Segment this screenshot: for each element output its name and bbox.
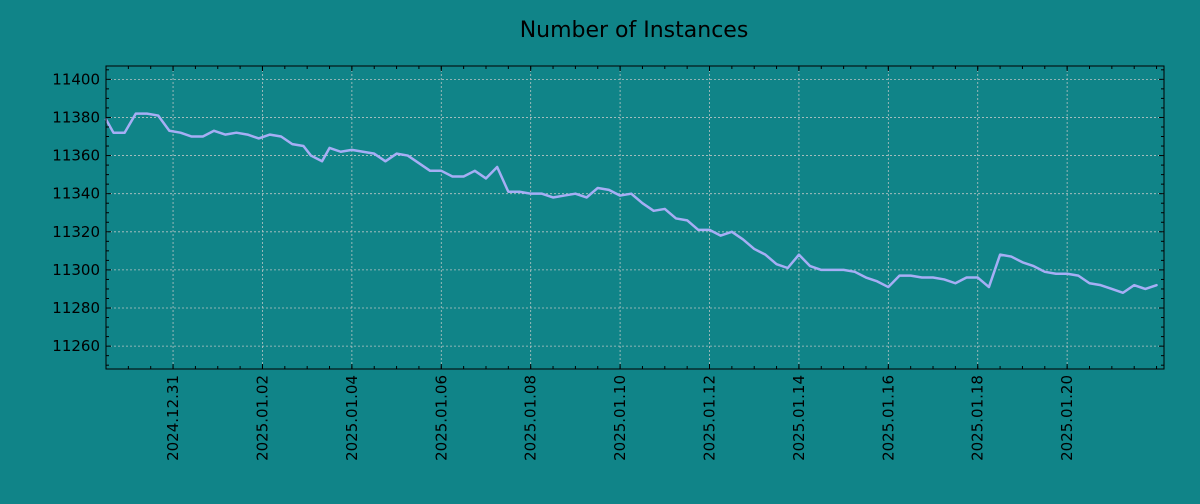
y-tick-label: 11340 [52,185,100,203]
chart-title: Number of Instances [520,18,749,43]
grid [106,66,1164,369]
y-tick-label: 11320 [52,223,100,241]
x-tick-label: 2025.01.14 [790,375,808,461]
x-tick-label: 2025.01.06 [432,375,450,461]
x-tick-label: 2024.12.31 [164,375,182,461]
series-group [104,112,1158,295]
x-tick-label: 2025.01.20 [1058,375,1076,461]
y-tick-label: 11380 [52,108,100,126]
series-line-0 [104,112,1158,295]
y-tick-label: 11400 [52,70,100,88]
x-tick-label: 2025.01.18 [969,375,987,461]
y-tick-label: 11360 [52,147,100,165]
x-tick-label: 2025.01.10 [611,375,629,461]
x-tick-label: 2025.01.08 [522,375,540,461]
y-tick-label: 11260 [52,337,100,355]
y-tick-label: 11280 [52,299,100,317]
x-tick-label: 2025.01.04 [343,375,361,461]
plot-background [106,66,1164,369]
plot-frame [105,65,1165,370]
x-tick-label: 2025.01.16 [879,375,897,461]
axes: 11260 11280 11300 11320 11340 11360 11380 11400… [52,65,1165,461]
y-tick-label: 11300 [52,261,100,279]
x-tick-label: 2025.01.12 [701,375,719,461]
x-tick-label: 2025.01.02 [253,375,271,461]
